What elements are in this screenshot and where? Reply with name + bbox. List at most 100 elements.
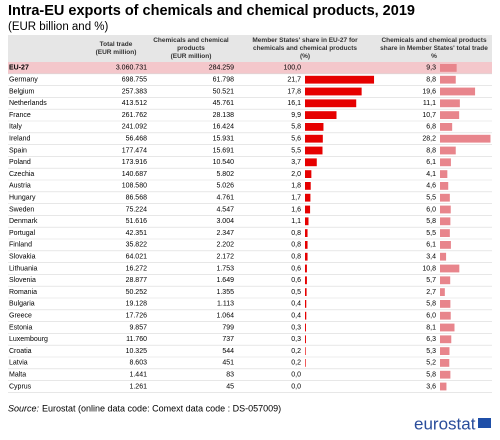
total-trade: 413.512 [122,100,147,107]
share-bar [305,99,357,108]
country: Netherlands [9,100,47,107]
column-header: % [431,53,437,60]
trade-share-label: 6,8 [426,124,436,131]
share-bar [305,288,307,296]
total-trade: 86.568 [126,195,148,202]
subtitle: (EUR billion and %) [8,21,109,33]
chemicals-trade: 1.064 [216,313,234,320]
trade-share-bar [440,87,476,96]
share-label: 1,6 [291,206,301,213]
share-label: 0,4 [291,313,301,320]
chemicals-trade: 2.172 [216,254,234,261]
chemicals-trade: 2.347 [216,230,234,237]
country: Italy [9,124,22,131]
chemicals-trade: 544 [222,348,234,355]
trade-share-label: 5,8 [426,372,436,379]
column-header: Chemicals and chemical [153,37,229,44]
chemicals-trade: 1.753 [216,265,234,272]
trade-share-bar [440,182,449,190]
trade-share-bar [440,134,491,143]
trade-share-label: 6,0 [426,206,436,213]
country: Sweden [9,206,34,213]
trade-share-bar [440,300,451,308]
share-bar [305,111,337,119]
total-trade: 140.687 [122,171,147,178]
country: Denmark [9,218,38,225]
total-trade: 16.272 [126,265,148,272]
source-label: Source: [8,403,40,413]
trade-share-bar [440,276,451,285]
trade-share-bar [440,264,460,273]
share-bar [305,264,307,273]
trade-share-bar [440,335,452,344]
total-trade: 1.441 [129,372,147,379]
country: Finland [9,242,32,249]
total-trade: 3.060.731 [116,65,147,72]
chemicals-trade: 3.004 [216,218,234,225]
chemicals-trade: 15.931 [213,136,235,143]
trade-share-label: 5,5 [426,195,436,202]
column-header: (EUR million) [96,49,137,56]
share-label: 0,0 [291,383,301,390]
trade-share-bar [440,111,460,119]
column-header: (EUR million) [171,53,212,60]
share-label: 2,0 [291,171,301,178]
trade-share-label: 8,8 [426,77,436,84]
total-trade: 9.857 [129,324,147,331]
chemicals-trade: 1.355 [216,289,234,296]
trade-share-label: 5,2 [426,360,436,367]
country: Spain [9,147,27,154]
chemicals-trade: 10.540 [213,159,235,166]
column-header: Chemicals and chemical products [381,37,487,44]
trade-share-label: 5,8 [426,218,436,225]
country: Cyprus [9,383,32,390]
country: Germany [9,77,38,84]
chemicals-trade: 451 [222,360,234,367]
share-label: 16,1 [287,100,301,107]
share-bar [305,252,308,261]
share-label: 0,0 [291,372,301,379]
chemicals-trade: 4.547 [216,206,234,213]
share-label: 5,8 [291,124,301,131]
share-bar [305,134,323,143]
country: Bulgaria [9,301,35,308]
total-trade: 35.822 [126,242,148,249]
total-trade: 56.468 [126,136,148,143]
share-label: 17,8 [287,88,301,95]
total-trade: 28.877 [126,277,148,284]
total-trade: 50.252 [126,289,148,296]
share-label: 0,8 [291,230,301,237]
trade-share-label: 5,3 [426,348,436,355]
trade-share-bar [440,75,456,84]
share-label: 9,9 [291,112,301,119]
country: Czechia [9,171,34,178]
trade-share-bar [440,323,455,332]
chemicals-trade: 61.798 [213,77,235,84]
country: Austria [9,183,31,190]
share-label: 0,3 [291,324,301,331]
trade-share-bar [440,205,451,214]
column-header: products [177,45,205,52]
trade-share-bar [440,252,447,261]
share-bar [305,300,307,308]
share-bar [305,229,308,237]
share-label: 0,8 [291,242,301,249]
chemicals-trade: 83 [226,372,234,379]
share-label: 0,2 [291,360,301,367]
trade-share-bar [440,241,451,249]
share-label: 0,2 [291,348,301,355]
country: Slovakia [9,254,36,261]
share-label: 1,7 [291,195,301,202]
total-trade: 177.474 [122,147,147,154]
column-header: (%) [300,53,310,60]
share-label: 0,8 [291,254,301,261]
country: Hungary [9,195,36,202]
chemicals-trade: 284.259 [209,65,234,72]
trade-share-label: 10,7 [422,112,436,119]
trade-share-label: 3,6 [426,383,436,390]
trade-share-label: 4,6 [426,183,436,190]
trade-share-bar [440,288,445,296]
share-label: 0,6 [291,277,301,284]
country: Ireland [9,136,31,143]
share-label: 100,0 [283,65,301,72]
